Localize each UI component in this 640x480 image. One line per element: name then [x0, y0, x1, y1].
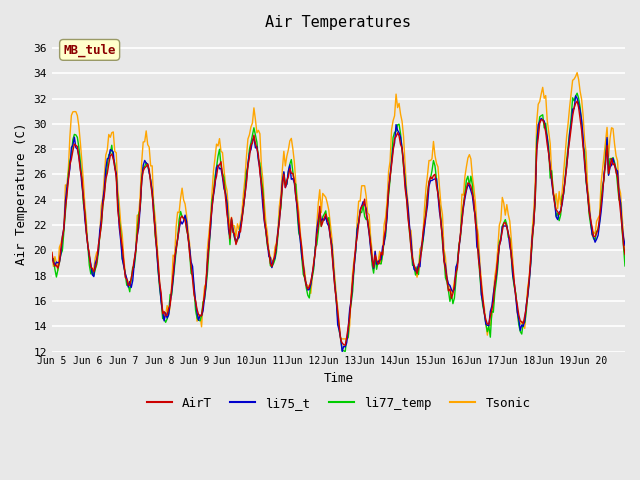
Title: Air Temperatures: Air Temperatures — [266, 15, 412, 30]
X-axis label: Time: Time — [323, 372, 353, 385]
Legend: AirT, li75_t, li77_temp, Tsonic: AirT, li75_t, li77_temp, Tsonic — [141, 392, 535, 415]
Y-axis label: Air Temperature (C): Air Temperature (C) — [15, 122, 28, 264]
Text: MB_tule: MB_tule — [63, 43, 116, 57]
